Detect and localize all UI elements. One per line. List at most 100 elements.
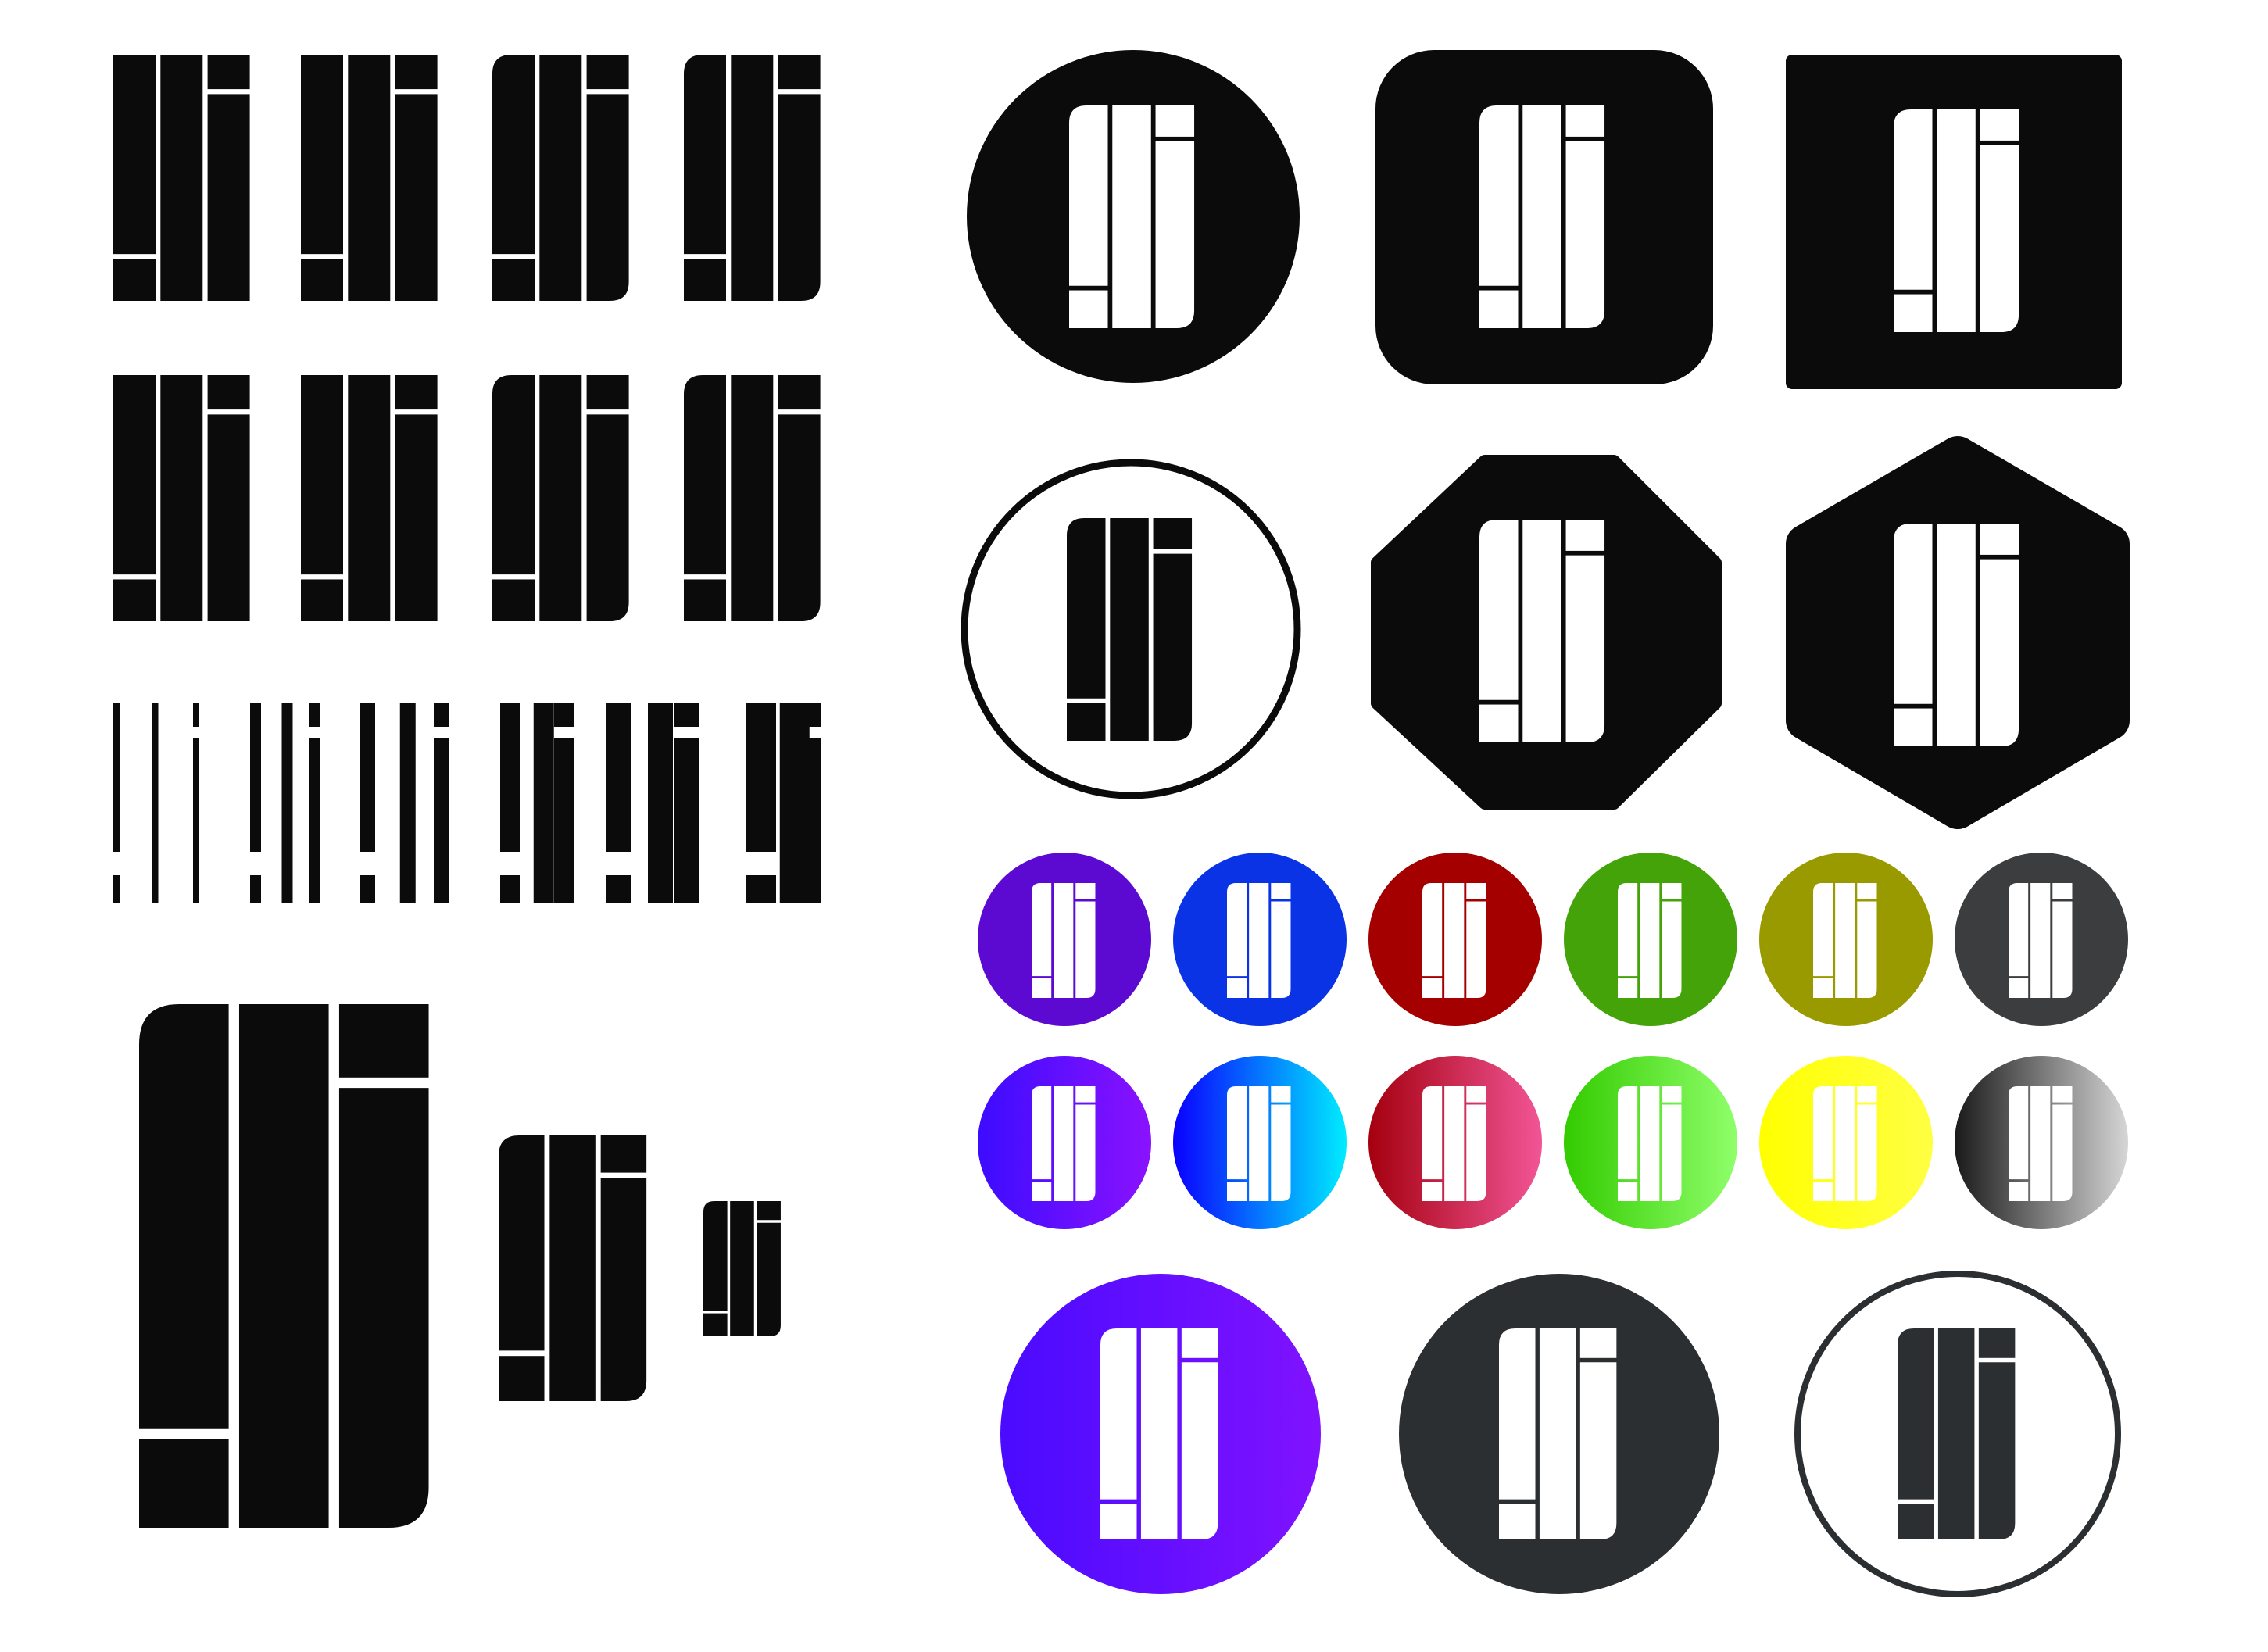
- l-bar: [1444, 1086, 1465, 1201]
- i-stem: [1565, 141, 1605, 328]
- exclamation-dot: [1618, 1182, 1638, 1201]
- i-dot: [1466, 883, 1486, 899]
- monogram-icon: [684, 55, 821, 302]
- exclamation-bar: [684, 375, 726, 575]
- i-dot: [1978, 1328, 2016, 1358]
- exclamation-dot: [1894, 708, 1933, 746]
- exclamation-dot: [1032, 978, 1052, 998]
- exclamation-bar: [1067, 518, 1106, 699]
- monogram-icon: [2009, 1086, 2073, 1201]
- exclamation-dot: [1067, 703, 1106, 741]
- exclamation-dot: [1813, 978, 1833, 998]
- i-dot: [207, 375, 250, 410]
- exclamation-bar: [499, 1135, 545, 1351]
- exclamation-dot: [1032, 1182, 1052, 1201]
- exclamation-bar: [703, 1201, 728, 1311]
- l-bar: [1937, 524, 1976, 746]
- i-stem: [1662, 901, 1682, 998]
- i-stem: [1978, 1362, 2016, 1539]
- monogram-icon: [113, 375, 250, 621]
- monogram-icon: [1069, 105, 1195, 328]
- monogram-icon: [1618, 1086, 1682, 1201]
- exclamation-dot: [301, 259, 343, 301]
- l-bar: [1249, 883, 1269, 998]
- i-stem: [395, 414, 438, 621]
- l-bar: [539, 375, 582, 621]
- i-dot: [1662, 1086, 1682, 1103]
- exclamation-dot: [1499, 1504, 1536, 1539]
- i-stem: [1980, 559, 2019, 746]
- i-stem: [1075, 901, 1096, 998]
- i-dot: [395, 55, 438, 90]
- i-stem: [600, 1178, 647, 1401]
- i-dot: [1565, 520, 1605, 551]
- exclamation-bar: [113, 375, 156, 575]
- weight-variant-icon: [500, 703, 574, 903]
- i-dot: [778, 375, 821, 410]
- i-dot: [1857, 883, 1877, 899]
- i-dot: [2052, 1086, 2073, 1103]
- l-bar: [1522, 105, 1561, 328]
- l-bar: [1835, 1086, 1855, 1201]
- i-dot: [1271, 883, 1291, 899]
- exclamation-dot: [113, 579, 156, 621]
- i-stem: [778, 414, 821, 621]
- monogram-icon: [1813, 883, 1877, 998]
- monogram-icon: [492, 55, 629, 302]
- monogram-icon: [1032, 883, 1096, 998]
- exclamation-dot: [2009, 1182, 2029, 1201]
- exclamation-bar: [1813, 1086, 1833, 1180]
- i-dot: [1857, 1086, 1877, 1103]
- exclamation-dot: [1422, 1182, 1443, 1201]
- l-bar: [1522, 520, 1561, 742]
- exclamation-dot: [1479, 290, 1519, 328]
- monogram-icon: [1499, 1328, 1617, 1539]
- i-stem: [1075, 1104, 1096, 1201]
- exclamation-bar: [1227, 1086, 1247, 1180]
- monogram-icon: [1813, 1086, 1877, 1201]
- l-bar: [1249, 1086, 1269, 1201]
- l-bar: [1112, 105, 1151, 328]
- l-bar: [348, 375, 391, 621]
- i-stem: [1155, 141, 1195, 328]
- l-bar: [549, 1135, 596, 1401]
- i-dot: [1075, 883, 1096, 899]
- i-dot: [757, 1201, 781, 1221]
- i-dot: [1662, 883, 1682, 899]
- exclamation-bar: [301, 55, 343, 255]
- l-bar: [730, 1201, 754, 1336]
- exclamation-dot: [1069, 290, 1108, 328]
- exclamation-bar: [301, 375, 343, 575]
- weight-variant-icon: [113, 703, 199, 903]
- exclamation-dot: [492, 579, 535, 621]
- exclamation-bar: [1499, 1328, 1536, 1500]
- i-stem: [1980, 145, 2019, 332]
- exclamation-bar: [1479, 520, 1519, 700]
- i-stem: [1579, 1362, 1617, 1539]
- monogram-icon: [703, 1201, 781, 1336]
- exclamation-dot: [684, 579, 726, 621]
- l-bar: [1937, 109, 1976, 332]
- exclamation-bar: [1032, 1086, 1052, 1180]
- l-bar: [1140, 1328, 1178, 1539]
- i-stem: [1662, 1104, 1682, 1201]
- exclamation-dot: [1813, 1182, 1833, 1201]
- i-dot: [1181, 1328, 1218, 1358]
- monogram-icon: [1894, 109, 2019, 332]
- i-stem: [1857, 901, 1877, 998]
- exclamation-bar: [1422, 883, 1443, 977]
- exclamation-bar: [684, 55, 726, 255]
- i-dot: [1075, 1086, 1096, 1103]
- monogram-icon: [1422, 883, 1486, 998]
- exclamation-bar: [1618, 883, 1638, 977]
- exclamation-bar: [1422, 1086, 1443, 1180]
- l-bar: [160, 55, 203, 301]
- monogram-icon: [113, 55, 250, 302]
- l-bar: [1110, 518, 1149, 741]
- i-dot: [1579, 1328, 1617, 1358]
- exclamation-dot: [492, 259, 535, 301]
- i-stem: [395, 94, 438, 302]
- exclamation-bar: [1032, 883, 1052, 977]
- i-stem: [2052, 1104, 2073, 1201]
